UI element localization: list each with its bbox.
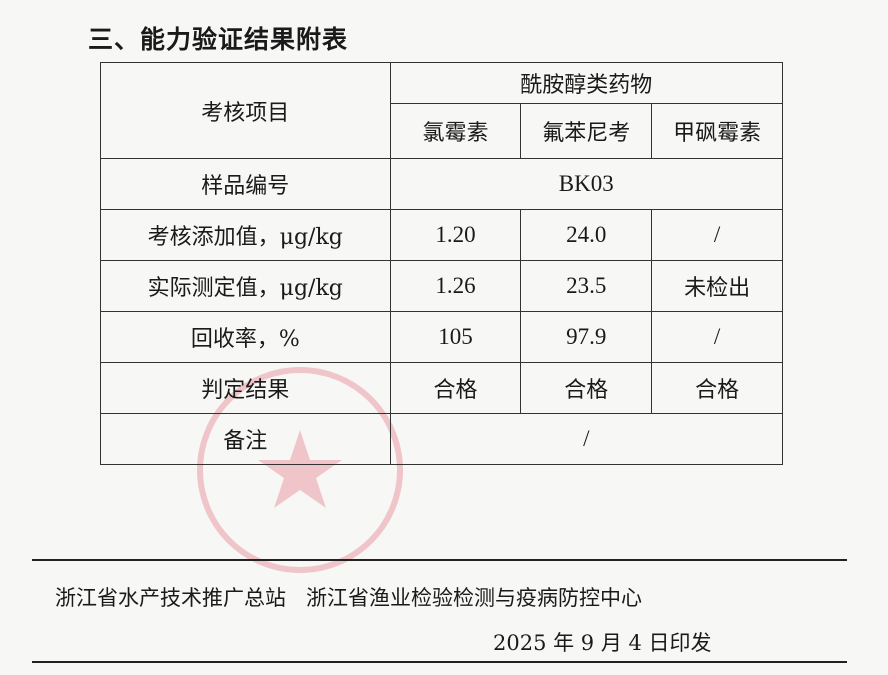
row-label: 判定结果 [100,362,391,414]
sample-value: BK03 [389,158,784,210]
org-1: 浙江省水产技术推广总站 [55,586,286,610]
footer-orgs: 浙江省水产技术推广总站 浙江省渔业检验检测与疫病防控中心 [55,582,642,612]
table-row: 判定结果 合格 合格 合格 [100,362,783,414]
header-group: 酰胺醇类药物 [389,62,784,104]
cell: 24.0 [520,209,653,261]
cell: / [651,209,783,261]
table-row: 回收率，% 105 97.9 / [100,311,783,363]
divider-bottom [32,661,847,663]
header-drug: 甲砜霉素 [651,103,783,159]
cell: 97.9 [520,311,653,363]
cell: 合格 [651,362,783,414]
sample-label: 样品编号 [100,158,391,210]
cell: / [651,311,783,363]
cell: 合格 [520,362,653,414]
remark-label: 备注 [100,413,391,465]
header-drug: 氯霉素 [389,103,522,159]
table-row: 实际测定值，μg/kg 1.26 23.5 未检出 [100,260,783,312]
row-label: 实际测定值，μg/kg [100,260,391,312]
issue-date: 2025 年 9 月 4 日印发 [493,631,712,655]
divider-top [32,559,847,561]
row-label: 回收率，% [100,311,391,363]
cell: 未检出 [651,260,783,312]
header-item: 考核项目 [100,62,391,159]
cell: 105 [389,311,522,363]
cell: 1.20 [389,209,522,261]
cell: 1.26 [389,260,522,312]
section-title: 三、能力验证结果附表 [88,25,349,54]
table-row: 考核添加值，μg/kg 1.20 24.0 / [100,209,783,261]
remark-value: / [389,413,784,465]
org-2: 浙江省渔业检验检测与疫病防控中心 [306,586,643,610]
results-table: 考核项目 酰胺醇类药物 氯霉素 氟苯尼考 甲砜霉素 样品编号 BK03 考核添加… [100,62,784,465]
cell: 合格 [389,362,522,414]
header-drug: 氟苯尼考 [520,103,653,159]
cell: 23.5 [520,260,653,312]
row-label: 考核添加值，μg/kg [100,209,391,261]
